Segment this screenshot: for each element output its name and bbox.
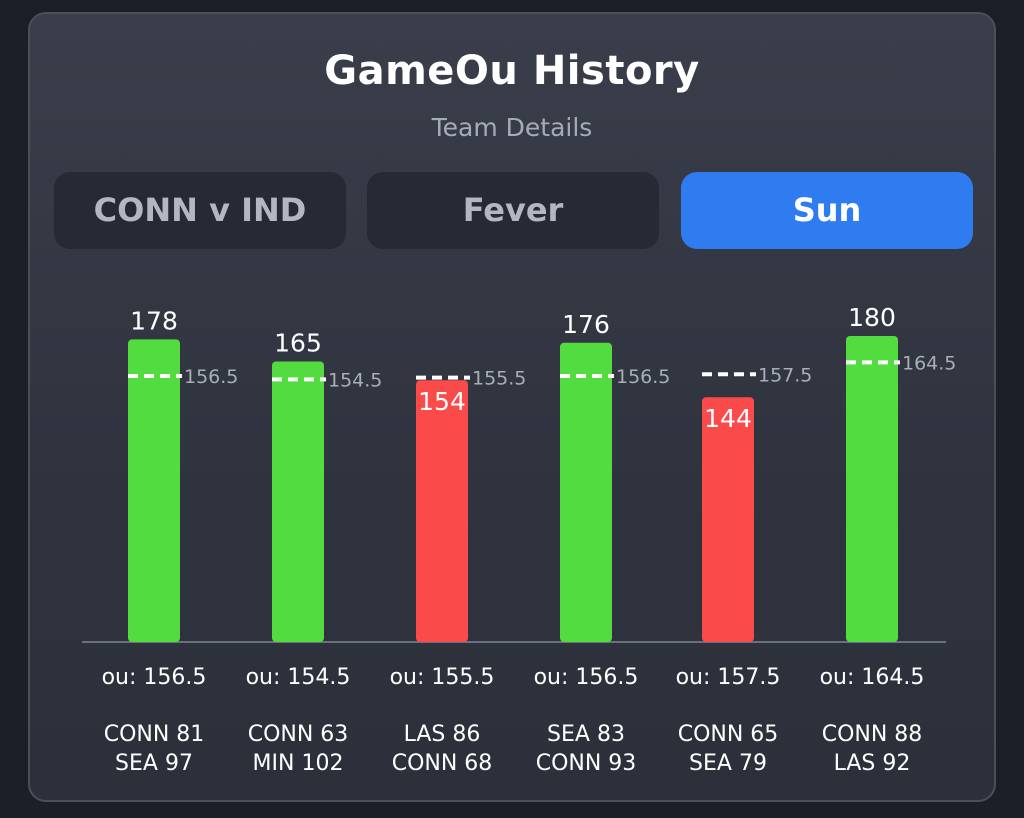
ou-line-label: 164.5 bbox=[902, 352, 956, 374]
bar-value-label: 176 bbox=[562, 310, 610, 339]
matchup-line-1: LAS 86 bbox=[404, 722, 481, 747]
bar bbox=[560, 342, 612, 642]
matchup-line-1: SEA 83 bbox=[547, 722, 625, 747]
matchup-line-1: CONN 88 bbox=[822, 722, 923, 747]
bar-value-label: 180 bbox=[848, 303, 896, 332]
matchup-line-2: LAS 92 bbox=[834, 751, 911, 776]
ou-line-label: 156.5 bbox=[184, 366, 238, 388]
game-ou-history-card: GameOu History Team Details CONN v IND F… bbox=[28, 12, 996, 802]
ou-tick-label: ou: 157.5 bbox=[676, 665, 781, 690]
tab-fever[interactable]: Fever bbox=[367, 172, 659, 249]
bar-value-label: 178 bbox=[130, 306, 178, 335]
ou-bar-chart: 156.5 178 ou: 156.5 CONN 81 SEA 97 154.5 165 ou… bbox=[82, 303, 956, 776]
matchup-line-2: CONN 93 bbox=[536, 751, 637, 776]
bar-value-label: 165 bbox=[274, 329, 322, 358]
ou-line-label: 154.5 bbox=[328, 369, 382, 391]
bar bbox=[702, 397, 754, 642]
tab-conn-v-ind[interactable]: CONN v IND bbox=[54, 172, 346, 249]
matchup-line-1: CONN 65 bbox=[678, 722, 779, 747]
page-subtitle: Team Details bbox=[431, 113, 593, 142]
page-title: GameOu History bbox=[324, 48, 700, 94]
ou-tick-label: ou: 155.5 bbox=[390, 665, 495, 690]
ou-line-label: 155.5 bbox=[472, 368, 526, 390]
tab-sun[interactable]: Sun bbox=[681, 172, 973, 249]
bar bbox=[128, 339, 180, 642]
matchup-line-1: CONN 81 bbox=[104, 722, 205, 747]
ou-tick-label: ou: 154.5 bbox=[246, 665, 351, 690]
matchup-line-2: SEA 79 bbox=[689, 751, 767, 776]
bar bbox=[416, 380, 468, 642]
ou-line-label: 157.5 bbox=[758, 364, 812, 386]
bar bbox=[272, 361, 324, 642]
matchup-line-2: MIN 102 bbox=[253, 751, 344, 776]
bar-value-label: 154 bbox=[418, 387, 466, 416]
bar-value-label: 144 bbox=[704, 404, 752, 433]
ou-tick-label: ou: 164.5 bbox=[820, 665, 925, 690]
matchup-line-1: CONN 63 bbox=[248, 722, 349, 747]
ou-line-label: 156.5 bbox=[616, 366, 670, 388]
matchup-line-2: SEA 97 bbox=[115, 751, 193, 776]
ou-tick-label: ou: 156.5 bbox=[534, 665, 639, 690]
ou-tick-label: ou: 156.5 bbox=[102, 665, 207, 690]
bar bbox=[846, 336, 898, 642]
matchup-line-2: CONN 68 bbox=[392, 751, 493, 776]
